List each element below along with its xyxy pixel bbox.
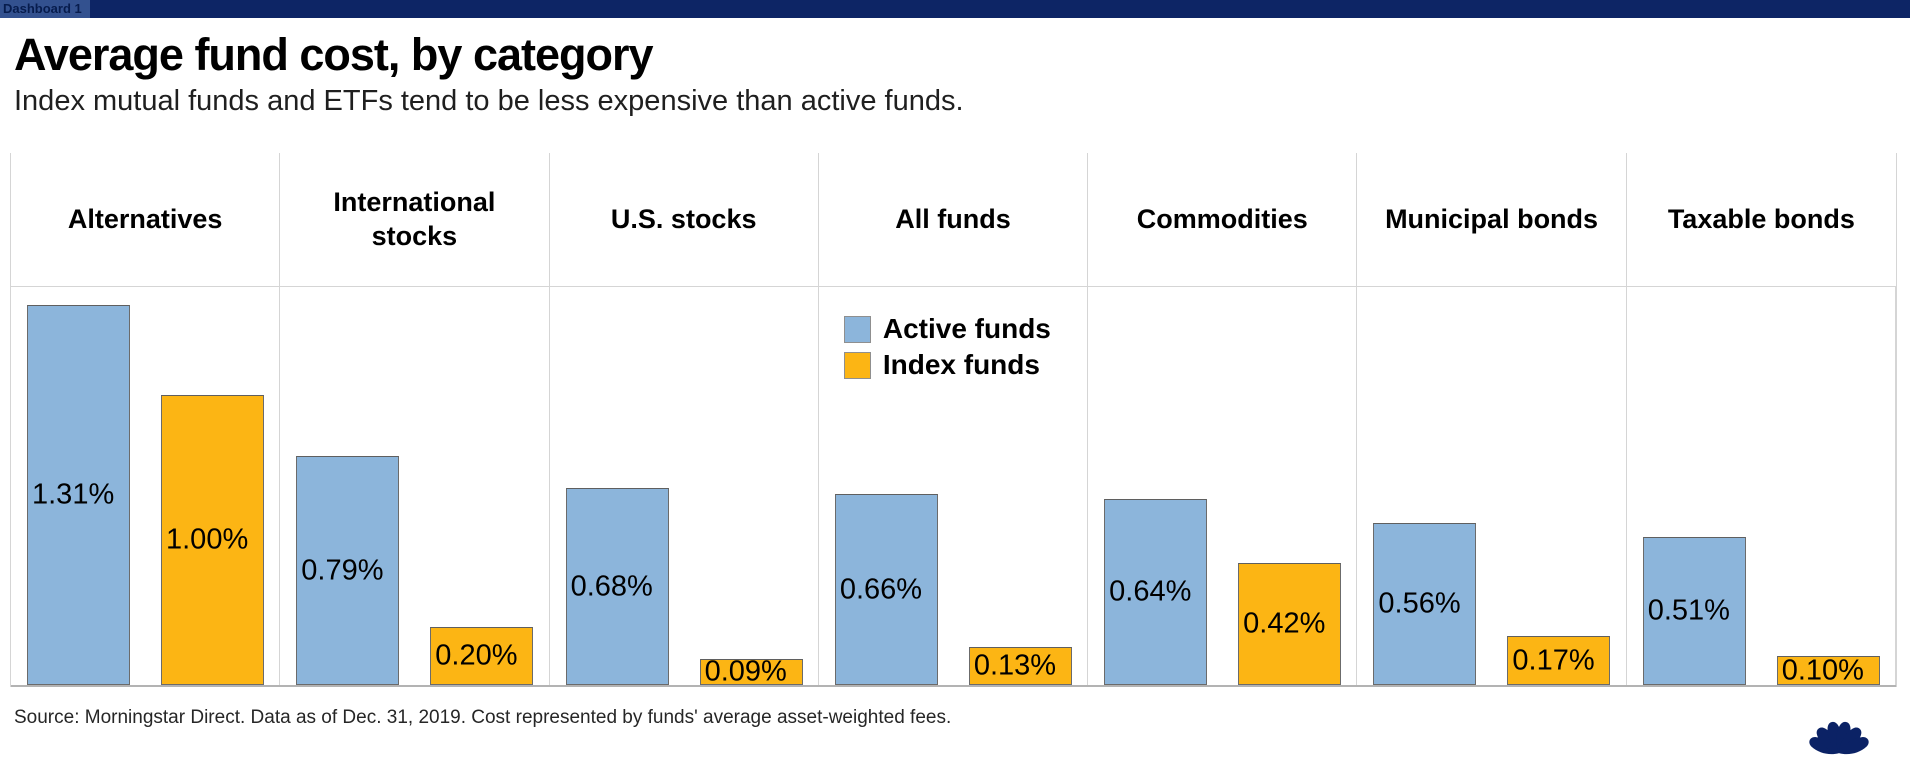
- plot-column-municipal-bonds: 0.56% 0.17%: [1357, 287, 1627, 685]
- category-header-alternatives: Alternatives: [11, 153, 281, 286]
- category-label: Taxable bonds: [1667, 203, 1855, 234]
- category-label: Alternatives: [67, 203, 223, 234]
- legend-item-index-funds[interactable]: Index funds: [843, 349, 1051, 380]
- bar-active-u-s-stocks[interactable]: 0.68%: [565, 488, 669, 685]
- bar-active-commodities[interactable]: 0.64%: [1104, 499, 1208, 685]
- page-subtitle: Index mutual funds and ETFs tend to be l…: [14, 84, 964, 117]
- bar-value-label: 1.31%: [32, 478, 115, 511]
- category-label: U.S. stocks: [610, 203, 757, 234]
- category-header-international-stocks: International stocks: [280, 153, 550, 286]
- active-funds-swatch: [843, 315, 871, 343]
- bar-value-label: 0.64%: [1109, 575, 1192, 608]
- page-title: Average fund cost, by category: [14, 29, 654, 80]
- bar-active-taxable-bonds[interactable]: 0.51%: [1642, 537, 1746, 685]
- bar-value-label: 0.20%: [435, 639, 518, 672]
- bar-value-label: 0.56%: [1378, 587, 1461, 620]
- legend-label: Index funds: [882, 349, 1040, 380]
- plot-column-u-s-stocks: 0.68% 0.09%: [550, 287, 819, 688]
- bar-index-alternatives[interactable]: 1.00%: [161, 395, 264, 685]
- bar-index-municipal-bonds[interactable]: 0.17%: [1507, 636, 1611, 685]
- headline-block: Average fund cost, by category Index mut…: [0, 18, 1910, 118]
- category-header-row: Alternatives International stocks U.S. sto…: [11, 153, 1896, 287]
- bar-value-label: 0.10%: [1781, 654, 1864, 686]
- category-header-u-s-stocks: U.S. stocks: [550, 153, 819, 286]
- bar-active-international-stocks[interactable]: 0.79%: [296, 456, 400, 685]
- chart-panel: Alternatives International stocks U.S. sto…: [10, 153, 1897, 687]
- category-label: Commodities: [1136, 203, 1308, 234]
- legend-item-active-funds[interactable]: Active funds: [843, 313, 1051, 344]
- tableau-tab-bar: Dashboard 1: [0, 0, 1910, 18]
- plot-column-international-stocks: 0.79% 0.20%: [280, 287, 550, 685]
- bar-index-all-funds[interactable]: 0.13%: [968, 647, 1072, 685]
- bar-active-all-funds[interactable]: 0.66%: [834, 494, 938, 685]
- bar-value-label: 0.68%: [570, 570, 653, 602]
- category-header-municipal-bonds: Municipal bonds: [1357, 153, 1627, 286]
- bar-active-alternatives[interactable]: 1.31%: [27, 305, 130, 685]
- bar-value-label: 0.09%: [704, 655, 787, 688]
- plot-column-commodities: 0.64% 0.42%: [1088, 287, 1358, 685]
- bar-value-label: 1.00%: [166, 523, 249, 556]
- chart-legend: Active funds Index funds: [843, 313, 1051, 387]
- bar-value-label: 0.42%: [1243, 607, 1326, 640]
- category-label: Municipal bonds: [1385, 203, 1599, 234]
- category-header-taxable-bonds: Taxable bonds: [1627, 153, 1896, 286]
- bar-value-label: 0.51%: [1647, 594, 1730, 627]
- category-label: All funds: [895, 203, 1011, 234]
- plot-column-alternatives: 1.31% 1.00%: [11, 287, 281, 685]
- bar-index-u-s-stocks[interactable]: 0.09%: [699, 655, 803, 688]
- source-note: Source: Morningstar Direct. Data as of D…: [14, 707, 952, 728]
- plot-column-taxable-bonds: 0.51% 0.10%: [1627, 287, 1896, 685]
- tab-dashboard-1[interactable]: Dashboard 1: [0, 0, 90, 18]
- bar-index-international-stocks[interactable]: 0.20%: [430, 627, 534, 685]
- bar-value-label: 0.13%: [973, 649, 1057, 682]
- plot-area: 1.31% 1.00% 0.79% 0.20% 0.68% 0.09% 0.66% 0.13%…: [11, 287, 1896, 687]
- bar-value-label: 0.79%: [301, 554, 384, 586]
- plot-column-all-funds: 0.66% 0.13%: [819, 287, 1089, 685]
- category-label: International stocks: [333, 186, 496, 251]
- bar-active-municipal-bonds[interactable]: 0.56%: [1373, 523, 1477, 685]
- bar-index-taxable-bonds[interactable]: 0.10%: [1776, 654, 1880, 686]
- bar-value-label: 0.66%: [839, 573, 923, 605]
- category-header-all-funds: All funds: [819, 153, 1089, 286]
- legend-label: Active funds: [882, 313, 1051, 344]
- category-header-commodities: Commodities: [1088, 153, 1358, 286]
- index-funds-swatch: [843, 351, 871, 379]
- bar-index-commodities[interactable]: 0.42%: [1238, 563, 1342, 685]
- nbc-peacock-logo: [1807, 720, 1871, 758]
- bar-value-label: 0.17%: [1512, 644, 1595, 676]
